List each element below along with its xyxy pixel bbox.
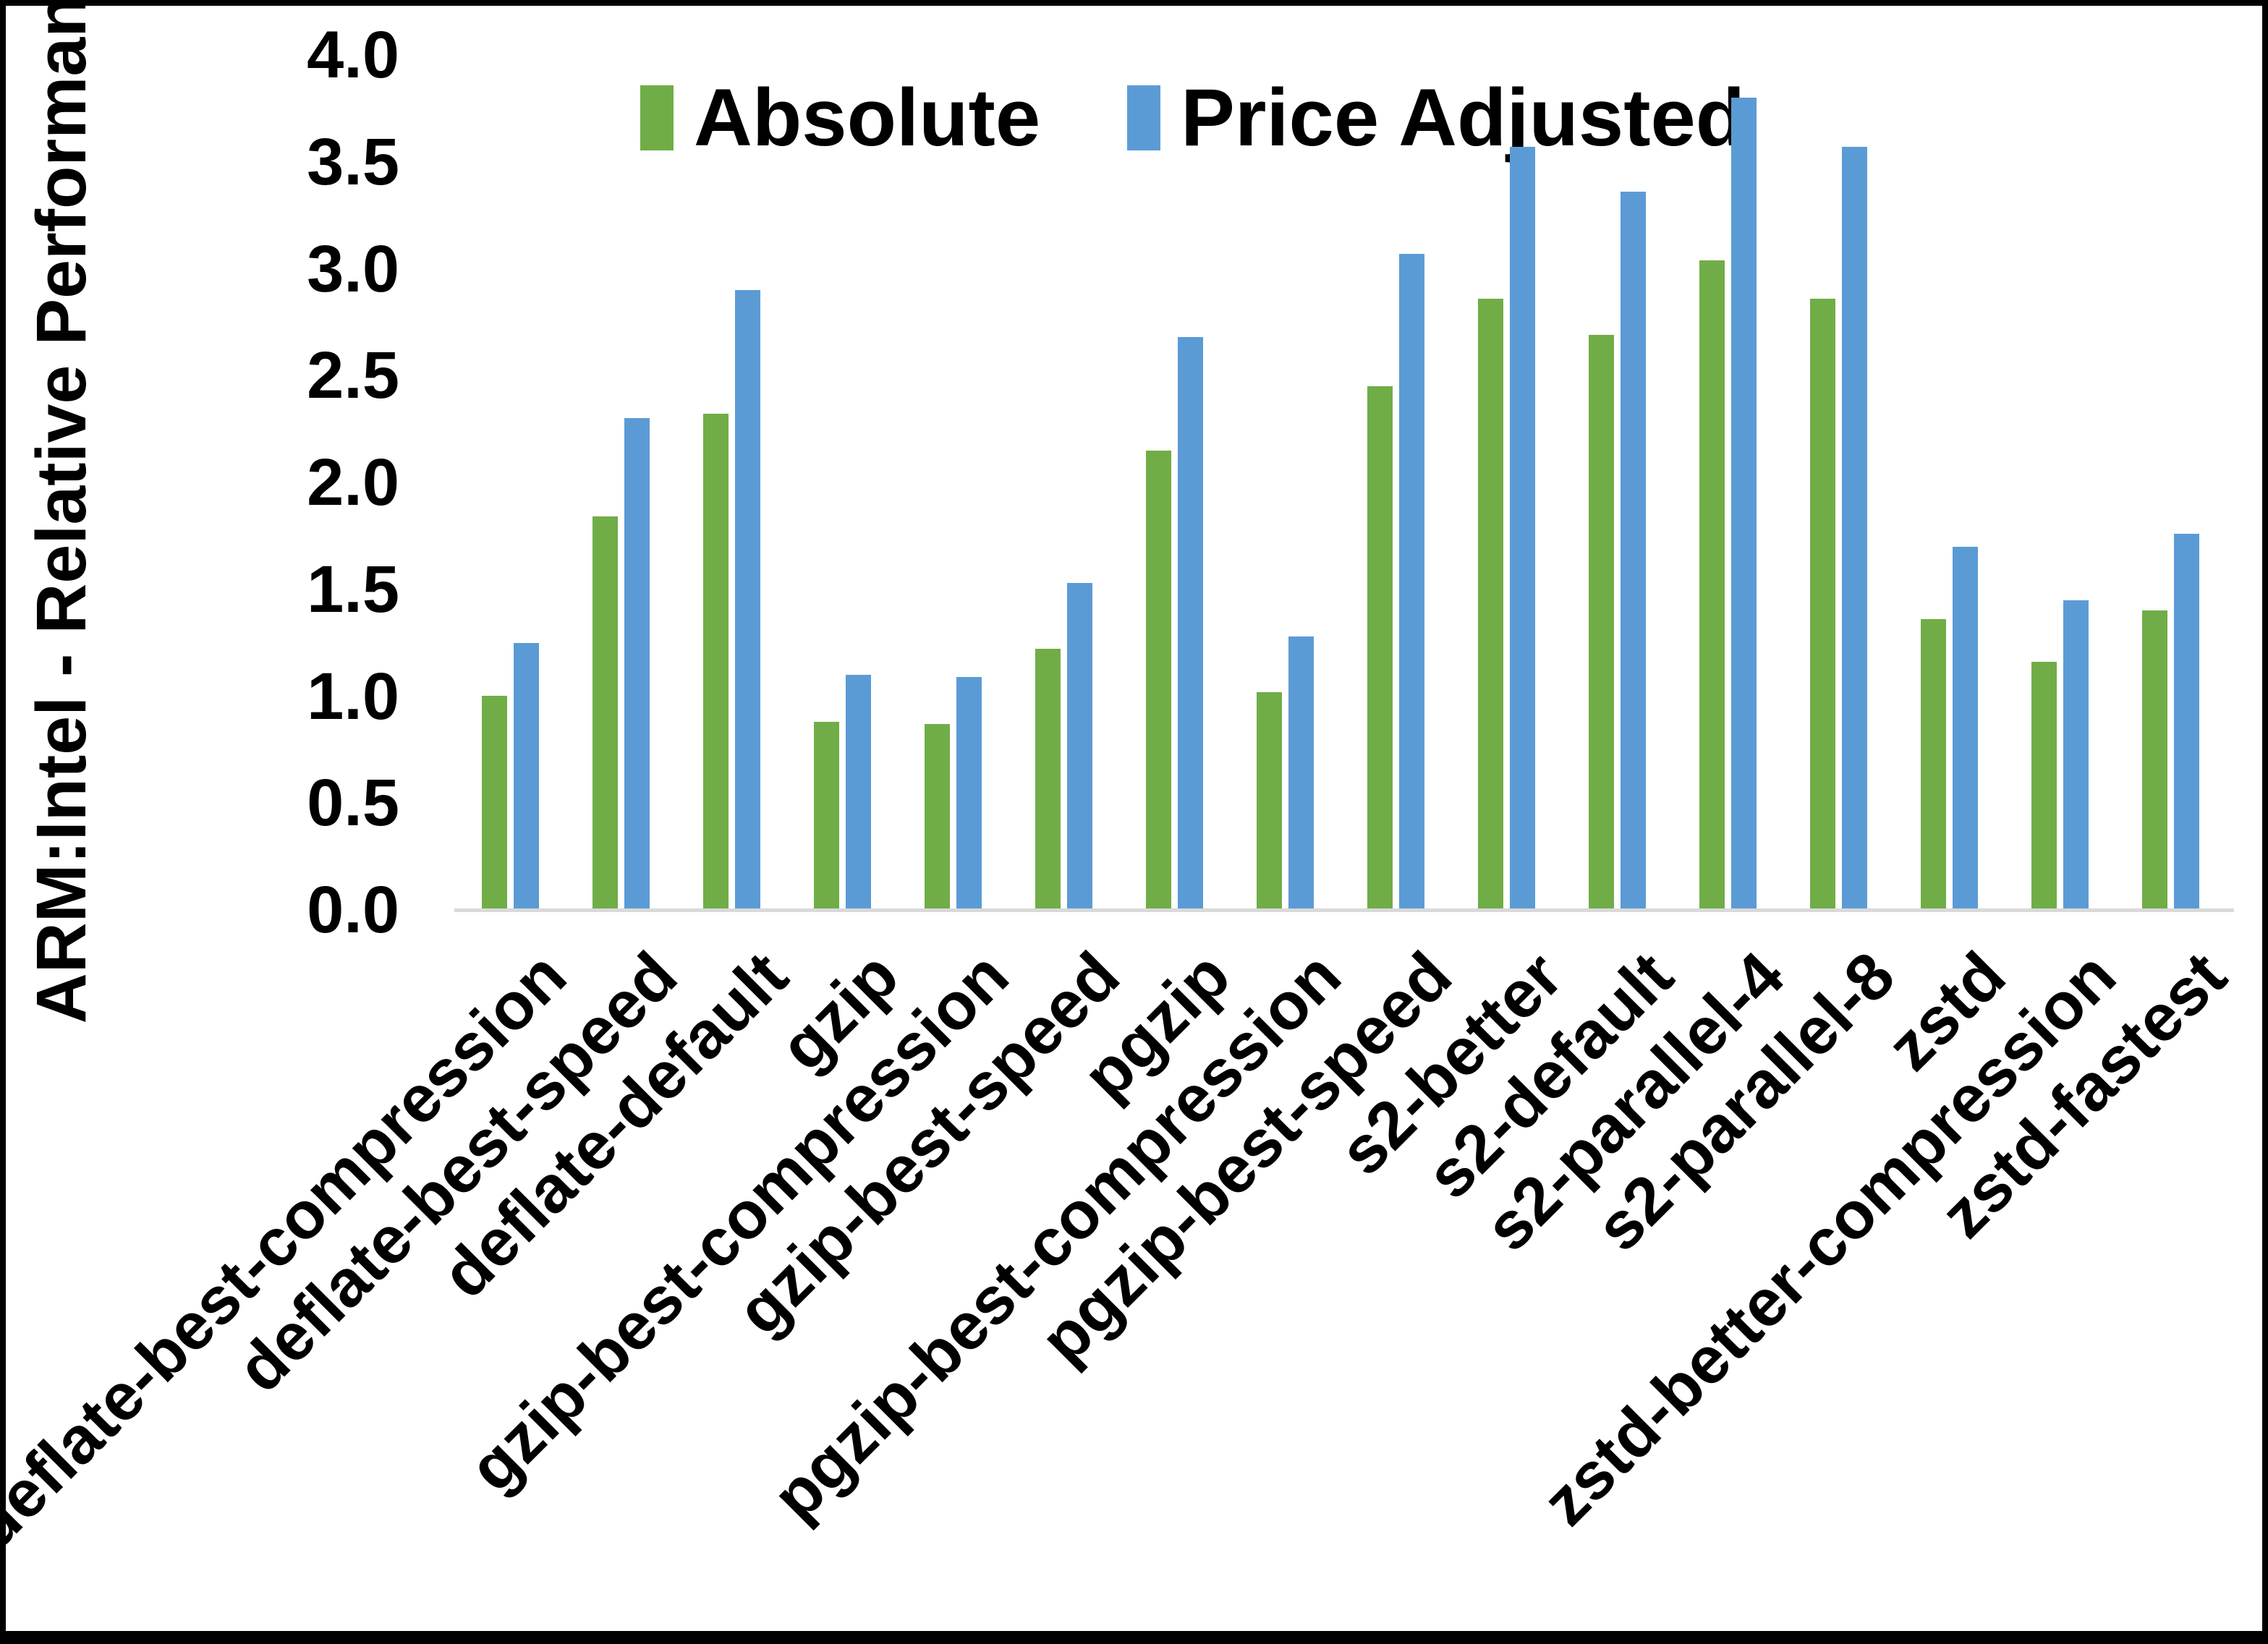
legend-item-absolute: Absolute [640,71,1040,165]
bar-absolute-deflate-best-speed [593,516,618,910]
legend-label-price-adjusted: Price Adjusted [1181,72,1746,163]
y-tick-label: 0.5 [307,766,399,840]
bar-price-adjusted-pgzip-best-speed [1399,254,1424,910]
legend-label-absolute: Absolute [694,72,1041,163]
y-tick-label: 0.0 [307,873,399,947]
legend-swatch-absolute [640,85,674,150]
bar-absolute-s2-parallel-4 [1699,260,1725,910]
bar-absolute-s2-parallel-8 [1810,299,1835,910]
y-tick-label: 4.0 [307,18,399,92]
bar-absolute-pgzip-best-compression [1257,692,1282,910]
legend: Absolute Price Adjusted [640,71,1832,165]
bar-price-adjusted-s2-better [1510,147,1535,910]
y-tick-label: 2.5 [307,338,399,413]
bar-price-adjusted-deflate-best-compression [514,643,539,910]
y-tick-label: 3.0 [307,231,399,306]
bar-price-adjusted-deflate-default [735,290,760,910]
bar-price-adjusted-gzip-best-compression [956,677,982,910]
bar-absolute-gzip-best-compression [925,724,950,910]
bar-price-adjusted-zstd-better-compression [2063,600,2089,910]
y-tick-label: 1.5 [307,552,399,626]
y-tick-label: 1.0 [307,659,399,733]
figure-border-right [2262,0,2268,1644]
bar-absolute-s2-default [1589,335,1614,910]
bar-price-adjusted-pgzip [1178,337,1203,910]
bar-absolute-zstd-better-compression [2031,662,2057,910]
y-tick-label: 3.5 [307,124,399,199]
bar-price-adjusted-s2-default [1621,192,1646,910]
bar-price-adjusted-gzip [846,675,871,910]
bar-absolute-zstd [1921,619,1946,910]
figure-border-bottom [0,1631,2268,1644]
bar-price-adjusted-zstd [1953,547,1978,910]
bar-price-adjusted-pgzip-best-compression [1288,636,1314,910]
figure-border-left [0,0,6,1644]
bar-absolute-zstd-fastest [2142,610,2167,910]
legend-swatch-price-adjusted [1127,85,1161,150]
bar-absolute-deflate-best-compression [482,696,507,910]
bar-absolute-gzip-best-speed [1035,649,1061,910]
y-axis-title: ARM:Intel - Relative Performance [22,0,101,1024]
bar-price-adjusted-deflate-best-speed [624,418,650,910]
bar-price-adjusted-zstd-fastest [2174,534,2199,910]
bar-absolute-s2-better [1478,299,1503,910]
bar-price-adjusted-gzip-best-speed [1067,583,1092,910]
y-tick-label: 2.0 [307,446,399,519]
x-axis-line [454,908,2234,912]
bar-absolute-pgzip-best-speed [1367,386,1393,910]
figure-border-top [0,0,2268,6]
bar-absolute-gzip [814,722,839,910]
bar-price-adjusted-s2-parallel-8 [1842,147,1867,910]
bar-absolute-pgzip [1146,451,1171,910]
bar-absolute-deflate-default [703,414,729,910]
bar-price-adjusted-s2-parallel-4 [1731,98,1757,910]
legend-item-price-adjusted: Price Adjusted [1127,71,1745,165]
